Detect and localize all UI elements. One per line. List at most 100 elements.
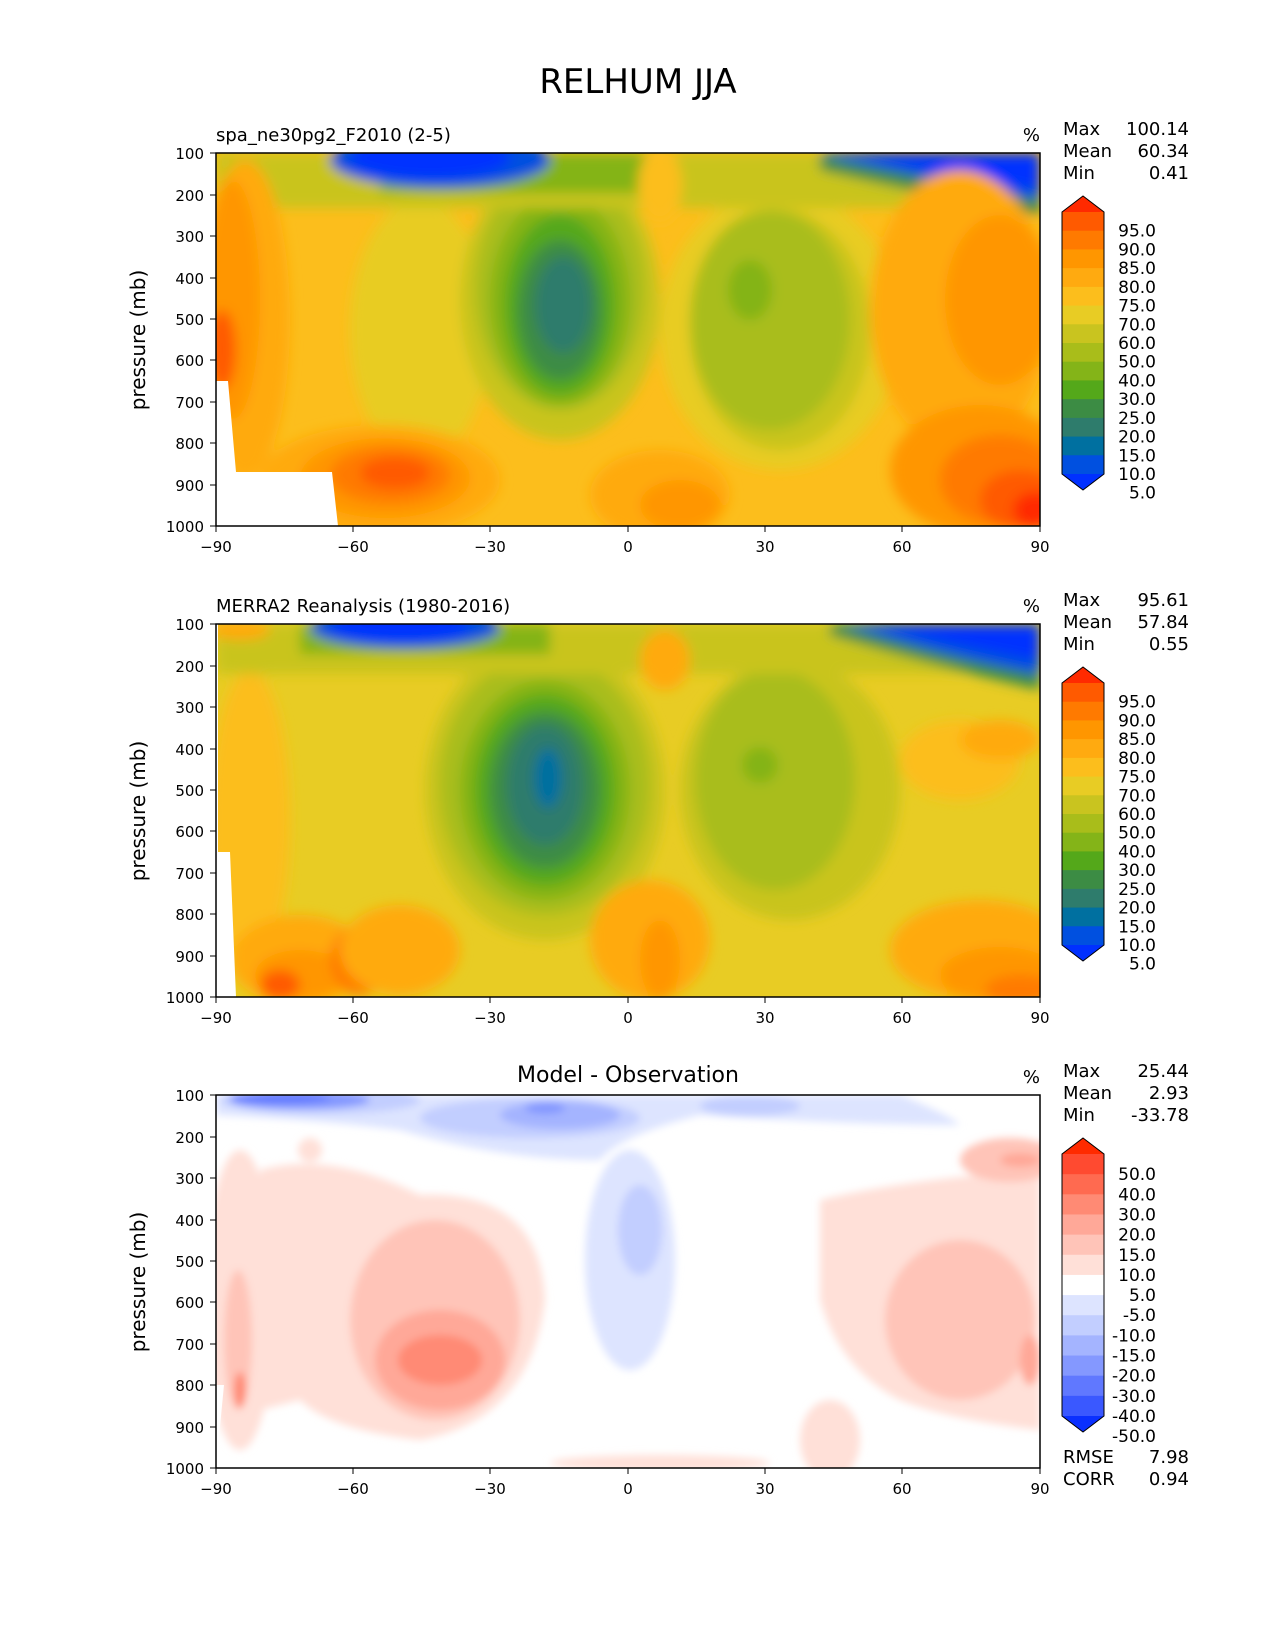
stat-value: 0.94	[1149, 1469, 1189, 1490]
panel-difference: Model - Observation % Max 25.44 Mean 2.9…	[126, 1061, 1189, 1498]
colorbar-level-label: 20.0	[1118, 899, 1156, 919]
panel-model: spa_ne30pg2_F2010 (2-5) % Max 100.14 Mea…	[126, 119, 1189, 556]
stat-label: Max	[1063, 119, 1101, 140]
colorbar-swatch	[1062, 870, 1104, 890]
colorbar-level-label: 10.0	[1118, 1266, 1156, 1286]
y-tick-label: 400	[175, 1212, 204, 1230]
colorbar-swatch	[1062, 417, 1104, 438]
colorbar-level-label: 90.0	[1118, 711, 1156, 731]
x-tick-label: 90	[1030, 1480, 1049, 1498]
y-tick-label: 900	[175, 477, 204, 495]
y-axis: 100 200 300 400 500 600 700 800 900 1000	[166, 1087, 216, 1478]
colorbar-level-label: 15.0	[1118, 1246, 1156, 1266]
stat-label: Mean	[1063, 1083, 1112, 1104]
colorbar-level-label: -20.0	[1112, 1367, 1156, 1387]
panel-title: MERRA2 Reanalysis (1980-2016)	[216, 596, 510, 617]
colorbar-level-label: 30.0	[1118, 861, 1156, 881]
stat-label: RMSE	[1063, 1447, 1114, 1468]
y-tick-label: 700	[175, 865, 204, 883]
colorbar-swatch	[1062, 1355, 1104, 1377]
contour-field	[216, 153, 1040, 526]
colorbar-swatch	[1062, 1274, 1104, 1296]
colorbar-swatch	[1062, 888, 1104, 909]
colorbar-swatch	[1062, 474, 1104, 490]
y-tick-label: 800	[175, 435, 204, 453]
y-tick-label: 300	[175, 228, 204, 246]
colorbar-swatch	[1062, 926, 1104, 946]
colorbar: 50.040.030.020.015.010.05.0-5.0-10.0-15.…	[1061, 1137, 1156, 1447]
colorbar-swatch	[1062, 1395, 1104, 1417]
colorbar-level-label: 85.0	[1118, 730, 1156, 750]
colorbar-swatch	[1062, 667, 1104, 683]
colorbar-swatch	[1062, 683, 1104, 703]
units-label: %	[1023, 1067, 1040, 1088]
colorbar-swatch	[1062, 851, 1104, 871]
y-tick-label: 1000	[166, 1460, 204, 1478]
colorbar-swatch	[1062, 249, 1104, 269]
colorbar-outline	[1061, 666, 1105, 962]
panel-observation: MERRA2 Reanalysis (1980-2016) % Max 95.6…	[126, 590, 1189, 1027]
colorbar-level-label: 25.0	[1118, 880, 1156, 900]
x-tick-label: 0	[623, 538, 633, 556]
stat-label: Min	[1063, 1105, 1095, 1126]
x-tick-label: 60	[892, 1480, 911, 1498]
colorbar-level-label: 10.0	[1118, 465, 1156, 485]
colorbar-swatch	[1062, 1315, 1104, 1336]
colorbar-level-label: 75.0	[1118, 768, 1156, 788]
y-tick-label: 1000	[166, 518, 204, 536]
y-tick-label: 600	[175, 352, 204, 370]
colorbar-swatch	[1062, 814, 1104, 834]
colorbar-level-label: -50.0	[1112, 1427, 1156, 1447]
y-tick-label: 700	[175, 394, 204, 412]
colorbar-swatch	[1062, 1234, 1104, 1256]
colorbar-level-label: 80.0	[1118, 278, 1156, 298]
colorbar-swatch	[1062, 795, 1104, 815]
stat-value: 60.34	[1137, 141, 1189, 162]
x-tick-label: 90	[1030, 1009, 1049, 1027]
x-tick-label: −60	[337, 538, 369, 556]
colorbar-swatch	[1062, 455, 1104, 475]
colorbar-level-label: 50.0	[1118, 824, 1156, 844]
units-label: %	[1023, 125, 1040, 146]
x-tick-label: 0	[623, 1009, 633, 1027]
y-tick-label: 1000	[166, 989, 204, 1007]
colorbar-swatch	[1062, 380, 1104, 400]
stat-value: 25.44	[1137, 1061, 1189, 1082]
colorbar-swatch	[1062, 1154, 1104, 1175]
colorbar-swatch	[1062, 757, 1104, 778]
y-tick-label: 100	[175, 616, 204, 634]
colorbar-level-label: 40.0	[1118, 371, 1156, 391]
error-stats-box: RMSE 7.98 CORR 0.94	[1063, 1447, 1189, 1490]
colorbar-level-label: 5.0	[1129, 955, 1156, 975]
y-tick-label: 800	[175, 906, 204, 924]
stat-label: Mean	[1063, 612, 1112, 633]
stat-label: Max	[1063, 590, 1101, 611]
stat-value: 2.93	[1149, 1083, 1189, 1104]
x-axis: −90 −60 −30 0 30 60 90	[200, 997, 1050, 1027]
colorbar-level-label: 15.0	[1118, 446, 1156, 466]
y-tick-label: 300	[175, 699, 204, 717]
colorbar-level-label: 50.0	[1118, 353, 1156, 373]
x-tick-label: 30	[755, 1480, 774, 1498]
colorbar-level-label: 5.0	[1129, 1286, 1156, 1306]
stat-label: Min	[1063, 634, 1095, 655]
colorbar-swatch	[1062, 196, 1104, 212]
contour-field	[216, 624, 1040, 997]
colorbar-level-label: 20.0	[1118, 1226, 1156, 1246]
y-tick-label: 300	[175, 1170, 204, 1188]
y-tick-label: 900	[175, 1419, 204, 1437]
x-tick-label: −90	[200, 1009, 232, 1027]
stat-label: Max	[1063, 1061, 1101, 1082]
colorbar-level-label: 85.0	[1118, 259, 1156, 279]
y-axis-label: pressure (mb)	[126, 1212, 150, 1353]
x-tick-label: 0	[623, 1480, 633, 1498]
colorbar-swatch	[1062, 1138, 1104, 1154]
colorbar-swatch	[1062, 1254, 1104, 1276]
colorbar-level-label: 95.0	[1118, 693, 1156, 713]
colorbar-level-label: 15.0	[1118, 917, 1156, 937]
x-tick-label: −60	[337, 1480, 369, 1498]
colorbar-level-label: 30.0	[1118, 390, 1156, 410]
y-tick-label: 600	[175, 1294, 204, 1312]
colorbar-level-label: 70.0	[1118, 786, 1156, 806]
